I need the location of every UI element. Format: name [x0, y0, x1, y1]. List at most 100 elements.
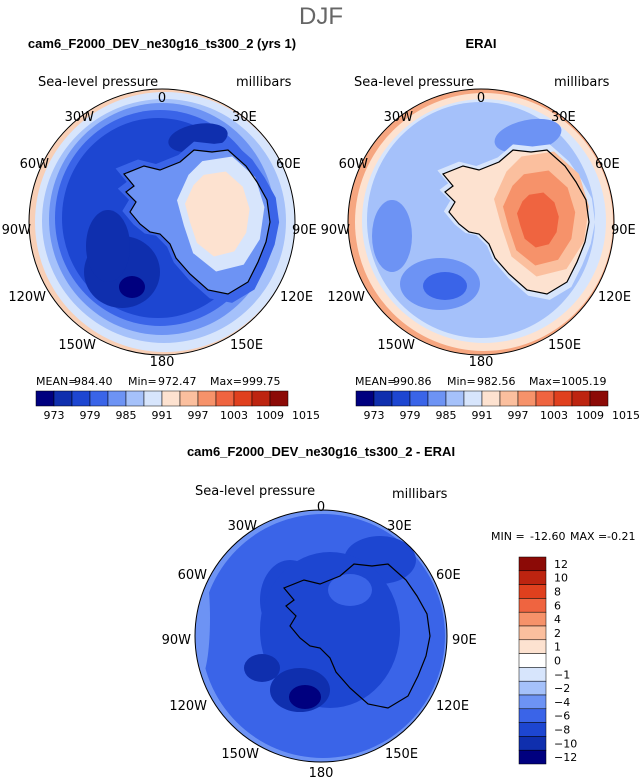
lon-label: 120W	[8, 290, 46, 305]
lon-label: 150E	[548, 338, 581, 353]
colorbar-tick-label: 12	[554, 558, 568, 571]
colorbar-swatch	[463, 390, 483, 407]
colorbar-swatch	[518, 722, 547, 737]
polar-map	[348, 89, 614, 355]
colorbar-swatch	[409, 390, 429, 407]
colorbar-swatch	[445, 390, 465, 407]
colorbar-swatch	[535, 390, 555, 407]
colorbar-swatch	[125, 390, 145, 407]
lon-label: 150W	[377, 338, 415, 353]
colorbar-tick-label: −10	[554, 737, 577, 750]
colorbar-swatch	[179, 390, 199, 407]
colorbar-tick-label: 8	[554, 586, 561, 599]
colorbar-tick-label: 6	[554, 599, 561, 612]
lon-label: 30E	[551, 110, 576, 125]
min-value: 982.56	[477, 375, 516, 388]
colorbar-swatch	[518, 598, 547, 613]
colorbar-tick-label: 979	[80, 409, 101, 422]
panel-title: cam6_F2000_DEV_ne30g16_ts300_2 (yrs 1)	[28, 36, 296, 51]
colorbar-swatch	[197, 390, 217, 407]
colorbar-tick-label: 1003	[540, 409, 568, 422]
colorbar-swatch	[269, 390, 289, 407]
colorbar-swatch	[427, 390, 447, 407]
lon-label: 90E	[292, 223, 317, 238]
min-value: 972.47	[158, 375, 197, 388]
lon-label: 120E	[436, 699, 469, 714]
units-label: millibars	[554, 75, 610, 90]
colorbar-swatch	[518, 556, 547, 572]
lon-label: 180	[150, 355, 175, 370]
units-label: millibars	[236, 75, 292, 90]
colorbar-swatch	[517, 390, 537, 407]
colorbar-swatch	[373, 390, 393, 407]
colorbar-swatch	[161, 390, 181, 407]
lon-label: 30W	[228, 519, 258, 534]
lon-label: 0	[477, 91, 485, 106]
colorbar-tick-label: 1003	[220, 409, 248, 422]
lon-label: 60E	[595, 157, 620, 172]
colorbar-tick-label: −2	[554, 682, 570, 695]
lon-label: 150W	[58, 338, 96, 353]
colorbar-swatch	[89, 390, 109, 407]
colorbar-tick-label: −6	[554, 710, 570, 723]
colorbar-swatch	[518, 639, 547, 654]
colorbar-tick-label: 991	[152, 409, 173, 422]
colorbar-swatch	[518, 749, 547, 765]
min-label: Min=	[128, 375, 157, 388]
colorbar-tick-label: 2	[554, 627, 561, 640]
lon-label: 150E	[385, 747, 418, 762]
colorbar-tick-label: 973	[364, 409, 385, 422]
colorbar-tick-label: 4	[554, 613, 561, 626]
min-label: MIN =	[491, 530, 525, 543]
colorbar-tick-label: 985	[116, 409, 137, 422]
colorbar-swatch	[518, 653, 547, 668]
colorbar-swatch	[518, 625, 547, 641]
colorbar-swatch	[518, 570, 547, 585]
lon-label: 90W	[321, 223, 351, 238]
colorbar-swatch	[35, 390, 55, 407]
max-value: 1005.19	[561, 375, 607, 388]
panel-erai: ERAI Sea-level pressure millibars 0 30E …	[321, 36, 640, 422]
lon-label: 180	[309, 766, 334, 781]
colorbar-swatch	[571, 390, 591, 407]
min-value: -12.60	[530, 530, 565, 543]
lon-label: 90E	[611, 223, 636, 238]
colorbar-tick-label: −8	[554, 724, 570, 737]
lon-label: 120E	[280, 290, 313, 305]
colorbar-swatch	[53, 390, 73, 407]
lon-label: 60W	[20, 157, 50, 172]
panel-title: ERAI	[465, 36, 496, 51]
colorbar-swatch	[518, 708, 547, 723]
max-value: 999.75	[242, 375, 281, 388]
colorbar: 973 979 985 991 997 1003 1009 1015	[35, 390, 320, 422]
min-label: Min=	[447, 375, 476, 388]
mean-label: MEAN=	[36, 375, 77, 388]
lon-label: 60W	[178, 568, 208, 583]
colorbar-swatch	[518, 680, 547, 696]
lon-label: 60E	[436, 568, 461, 583]
colorbar-tick-label: −12	[554, 751, 577, 764]
variable-label: Sea-level pressure	[195, 484, 315, 499]
colorbar-swatch	[71, 390, 91, 407]
lon-label: 30E	[387, 519, 412, 534]
mean-value: 990.86	[393, 375, 432, 388]
lon-label: 0	[158, 91, 166, 106]
max-label: Max=	[210, 375, 242, 388]
lon-label: 90W	[162, 633, 192, 648]
colorbar-tick-label: 1	[554, 641, 561, 654]
lon-label: 90E	[452, 633, 477, 648]
lon-label: 30W	[384, 110, 414, 125]
panel-difference: cam6_F2000_DEV_ne30g16_ts300_2 - ERAI Se…	[162, 444, 636, 781]
lon-label: 0	[317, 500, 325, 515]
colorbar-swatch	[107, 390, 127, 407]
colorbar-tick-label: 1009	[256, 409, 284, 422]
colorbar-swatch	[143, 390, 163, 407]
lon-label: 30E	[232, 110, 257, 125]
colorbar-tick-label: 997	[188, 409, 209, 422]
colorbar-swatch	[553, 390, 573, 407]
lon-label: 90W	[2, 223, 32, 238]
colorbar: 973 979 985 991 997 1003 1009 1015	[355, 390, 640, 422]
lon-label: 120W	[169, 699, 207, 714]
variable-label: Sea-level pressure	[38, 75, 158, 90]
